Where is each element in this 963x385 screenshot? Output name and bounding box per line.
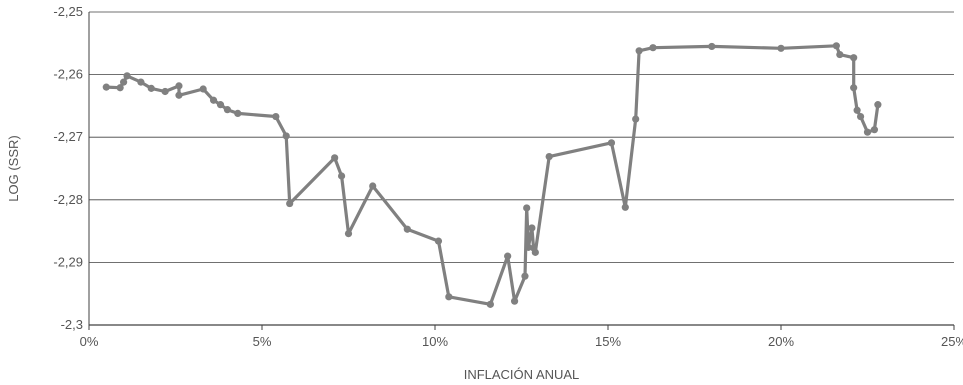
y-tick-label: -2,3 [61, 317, 83, 332]
data-point [147, 84, 155, 92]
x-tick-label: 20% [768, 334, 794, 349]
y-tick-label: -2,25 [53, 4, 83, 19]
data-point [510, 297, 519, 305]
data-point [286, 199, 294, 208]
data-point [282, 132, 290, 140]
data-point [545, 153, 553, 161]
data-point [199, 85, 207, 93]
data-point [223, 106, 231, 114]
data-point [607, 139, 616, 147]
data-point [272, 112, 280, 121]
data-point [870, 126, 879, 134]
y-tick-label: -2,28 [53, 192, 83, 207]
y-tick-label: -2,26 [53, 67, 83, 82]
data-point [504, 252, 512, 260]
data-point [116, 84, 124, 92]
data-point [486, 300, 494, 308]
data-point [531, 248, 539, 256]
x-tick-label: 5% [253, 334, 272, 349]
y-tick-label: -2,27 [53, 129, 83, 144]
data-point [434, 237, 443, 245]
data-point [649, 44, 657, 52]
x-axis-title: INFLACIÓN ANUAL [464, 367, 580, 382]
data-point [853, 106, 861, 114]
data-point [528, 224, 536, 232]
data-point [445, 293, 453, 301]
data-point [632, 115, 640, 123]
data-point [863, 128, 872, 136]
data-point [850, 84, 858, 92]
x-tick-label: 0% [80, 334, 99, 349]
data-point [403, 225, 411, 233]
y-axis-title: LOG (SSR) [6, 135, 21, 201]
data-point [832, 42, 840, 50]
x-tick-label: 15% [595, 334, 621, 349]
data-point [369, 182, 377, 190]
data-point [137, 78, 145, 86]
data-point [161, 87, 169, 96]
data-point [175, 91, 183, 99]
data-point [120, 78, 128, 86]
data-point [216, 101, 225, 109]
x-tick-label: 25% [941, 334, 963, 349]
data-point [344, 230, 353, 238]
data-point [234, 109, 242, 118]
data-point [521, 272, 529, 280]
data-point [635, 47, 643, 55]
data-point [175, 82, 183, 90]
gridlines [89, 11, 954, 263]
data-point [621, 203, 629, 211]
data-point [708, 42, 716, 51]
data-point [777, 44, 785, 52]
data-point [331, 154, 339, 162]
tick-labels: -2,3 -2,29 -2,28 -2,27 -2,26 -2,25 0% 5% 10% 15% 2… [53, 4, 963, 349]
series-layer [102, 42, 882, 308]
data-point [102, 83, 110, 91]
axes [88, 12, 955, 330]
series-line [104, 44, 880, 306]
data-point [850, 54, 858, 62]
data-point [209, 96, 218, 104]
data-point [856, 112, 865, 121]
data-point [874, 101, 882, 109]
x-tick-label: 10% [422, 334, 448, 349]
data-point [523, 204, 531, 212]
y-tick-label: -2,29 [53, 254, 83, 269]
data-point [123, 72, 131, 80]
data-point [836, 50, 844, 59]
data-point [337, 172, 346, 180]
